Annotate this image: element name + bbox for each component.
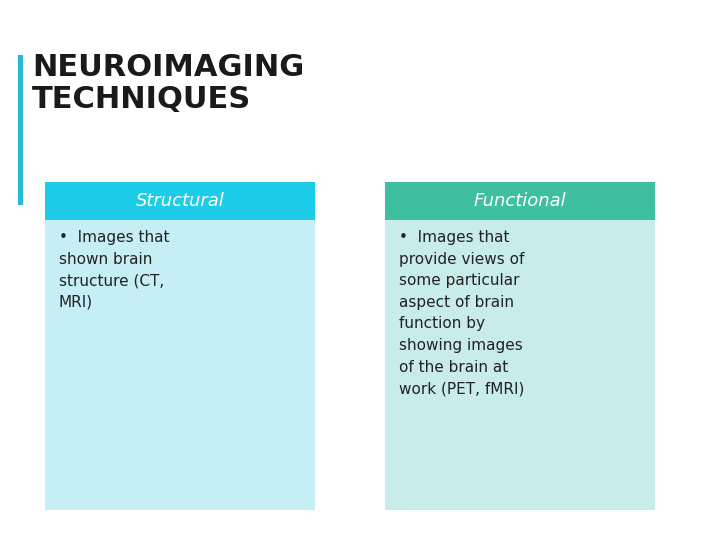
Bar (45, 220, 315, 510)
Text: •  Images that
shown brain
structure (CT,
MRI): • Images that shown brain structure (CT,… (59, 230, 169, 310)
Text: NEUROIMAGING: NEUROIMAGING (32, 53, 305, 82)
Bar (385, 182, 655, 220)
Text: Functional: Functional (474, 192, 567, 210)
Text: Structural: Structural (135, 192, 225, 210)
Text: •  Images that
provide views of
some particular
aspect of brain
function by
show: • Images that provide views of some part… (399, 230, 524, 396)
Bar (45, 182, 315, 220)
Text: TECHNIQUES: TECHNIQUES (32, 85, 251, 114)
Bar (18, 55, 23, 205)
Bar (385, 220, 655, 510)
